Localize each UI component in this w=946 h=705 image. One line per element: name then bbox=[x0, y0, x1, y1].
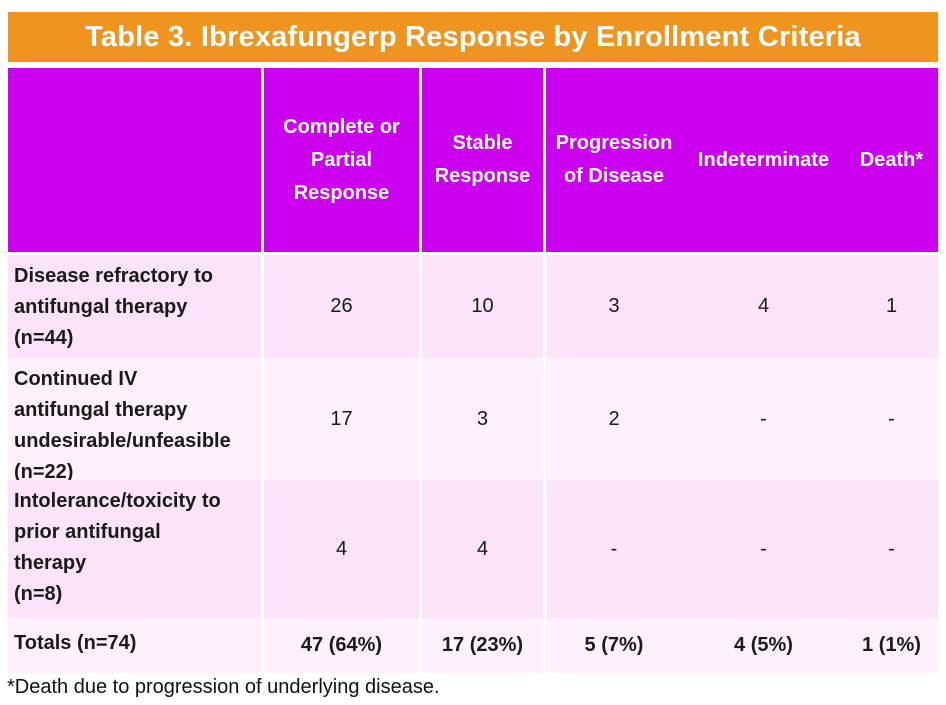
table-cell: 3 bbox=[422, 358, 546, 480]
totals-cell: 5 (7%) bbox=[546, 618, 682, 673]
totals-cell: 1 (1%) bbox=[845, 618, 938, 673]
table-cell: 17 bbox=[264, 358, 422, 480]
table-cell: 26 bbox=[264, 255, 422, 358]
column-header-complete-partial: Complete or Partial Response bbox=[264, 68, 422, 255]
totals-cell: 4 (5%) bbox=[682, 618, 845, 673]
table-cell: - bbox=[682, 480, 845, 618]
column-header-progression: Progression of Disease bbox=[546, 68, 682, 255]
table-cell: 4 bbox=[264, 480, 422, 618]
table-cell: - bbox=[845, 480, 938, 618]
table-cell: 4 bbox=[682, 255, 845, 358]
table-cell: 2 bbox=[546, 358, 682, 480]
table-title: Table 3. Ibrexafungerp Response by Enrol… bbox=[8, 12, 938, 62]
totals-cell: 17 (23%) bbox=[422, 618, 546, 673]
column-header-indeterminate: Indeterminate bbox=[682, 68, 845, 255]
row-label-continued-iv: Continued IV antifungal therapy undesira… bbox=[8, 358, 264, 483]
table-cell: - bbox=[682, 358, 845, 480]
table-cell: - bbox=[845, 358, 938, 480]
row-label-disease-refractory: Disease refractory to antifungal therapy… bbox=[8, 255, 264, 358]
table-cell: 10 bbox=[422, 255, 546, 358]
response-table: Complete or Partial Response Stable Resp… bbox=[8, 68, 938, 673]
table-footnote: *Death due to progression of underlying … bbox=[7, 676, 440, 698]
table-cell: - bbox=[546, 480, 682, 618]
table-cell: 1 bbox=[845, 255, 938, 358]
corner-header-cell bbox=[8, 68, 264, 255]
column-header-death: Death* bbox=[845, 68, 938, 255]
table-cell: 3 bbox=[546, 255, 682, 358]
totals-cell: 47 (64%) bbox=[264, 618, 422, 673]
table-cell: 4 bbox=[422, 480, 546, 618]
row-label-intolerance-toxicity: Intolerance/toxicity to prior antifungal… bbox=[8, 480, 264, 618]
row-label-totals: Totals (n=74) bbox=[8, 618, 264, 673]
column-header-stable: Stable Response bbox=[422, 68, 546, 255]
